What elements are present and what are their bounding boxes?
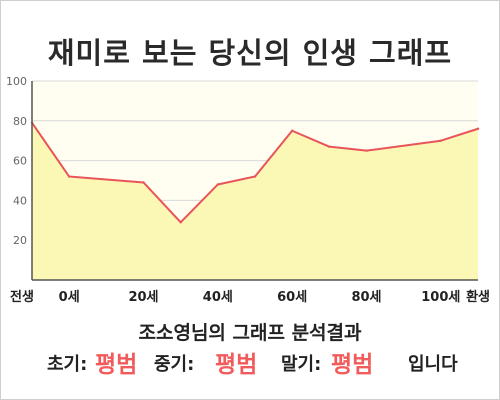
- chart-title: 재미로 보는 당신의 인생 그래프: [47, 36, 453, 70]
- x-tick-label: 100세: [421, 290, 460, 305]
- x-tick-label: 환생: [466, 289, 490, 305]
- x-tick-label: 60세: [277, 290, 307, 305]
- y-tick-label: 60: [13, 155, 27, 168]
- series-area: [32, 122, 478, 280]
- early-label: 초기:: [47, 354, 88, 375]
- data-point: [216, 183, 220, 186]
- data-point: [365, 149, 368, 152]
- y-tick-label: 80: [13, 115, 27, 128]
- data-point: [328, 145, 331, 148]
- x-tick-label: 40세: [203, 290, 233, 305]
- data-point: [179, 221, 182, 224]
- x-tick-label: 0세: [59, 290, 80, 305]
- x-tick-label: 80세: [351, 290, 381, 305]
- y-tick-label: 40: [13, 194, 27, 207]
- data-point: [290, 129, 294, 132]
- x-tick-label: 전생: [10, 289, 34, 305]
- late-value: 평범: [331, 352, 374, 378]
- x-tick-label: 20세: [128, 290, 158, 305]
- data-point: [439, 139, 443, 142]
- late-label: 말기:: [281, 354, 322, 375]
- summary-line: 초기: 평범 중기: 평범 말기: 평범 입니다: [0, 344, 500, 380]
- suffix: 입니다: [408, 354, 458, 375]
- data-point: [253, 175, 257, 178]
- mid-value: 평범: [215, 352, 258, 378]
- mid-label: 중기:: [154, 354, 195, 375]
- y-tick-label: 100: [6, 75, 27, 88]
- early-value: 평범: [95, 352, 138, 378]
- data-point: [67, 175, 71, 178]
- data-point: [476, 127, 480, 130]
- data-point: [142, 181, 145, 184]
- summary-title: 조소영님의 그래프 분석결과: [138, 322, 362, 344]
- y-tick-label: 20: [13, 234, 27, 247]
